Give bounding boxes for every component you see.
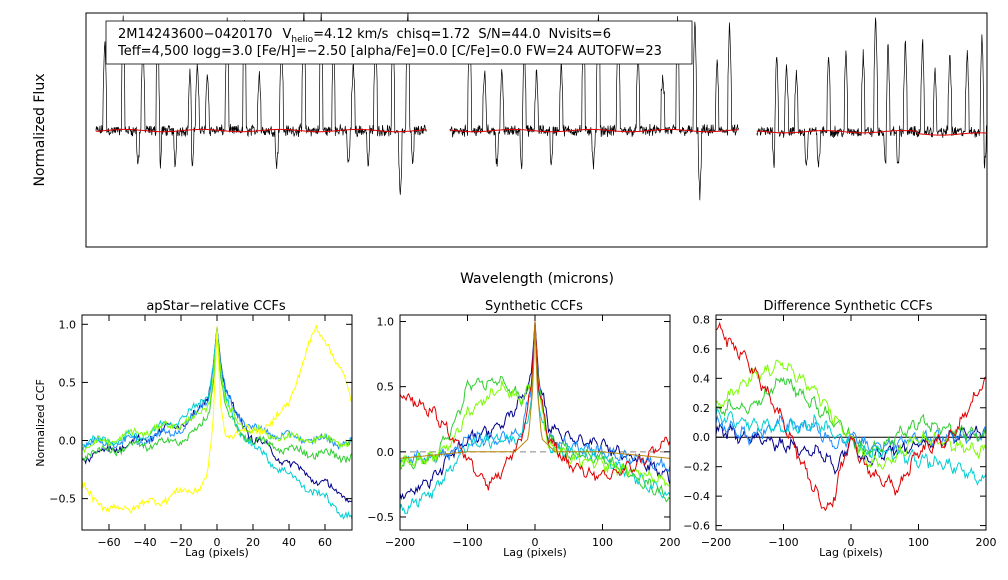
difference-ccf-y-tick-label: 0.2 (693, 402, 711, 415)
spectrum-info-line-1: 2M14243600−0420170 Vhelio=4.12 km/s chisq=… (118, 27, 611, 45)
synthetic-ccf-panel: Synthetic CCFs −200 −100 0 100 200 −0.5 0.0 0.… (367, 299, 680, 559)
difference-ccf-y-tick-label: 0.0 (693, 431, 711, 444)
vhelio-subscript: helio (291, 35, 313, 45)
vhelio-prefix: V (282, 27, 291, 42)
synthetic-ccf-series-visit-3 (400, 323, 670, 514)
nvisits-value: Nvisits=6 (549, 27, 611, 42)
spectrum-info-box (105, 20, 693, 65)
apstar-ccf-x-ticks: −60 −40 −20 0 20 40 60 (97, 315, 332, 549)
spectrum-y-axis-label: Normalized Flux (32, 74, 48, 187)
difference-ccf-series-visit-1 (716, 423, 986, 475)
difference-ccf-series-visit-5 (716, 359, 986, 471)
synthetic-ccf-series-visit-2 (400, 324, 670, 473)
synthetic-ccf-y-tick-label: 0.0 (377, 446, 395, 459)
spectrum-axes-frame (85, 12, 988, 248)
chisq-value: chisq=1.72 (396, 27, 470, 42)
synthetic-ccf-plot-area (400, 321, 670, 514)
model-spectrum-line (95, 128, 987, 136)
vhelio-value: =4.12 km/s (313, 27, 389, 42)
apstar-ccf-y-ticks: −0.5 0.0 0.5 1.0 (49, 318, 352, 506)
difference-ccf-series-visit-6 (716, 321, 986, 512)
apstar-ccf-x-tick-label: 60 (318, 536, 332, 549)
synthetic-ccf-y-ticks: −0.5 0.0 0.5 1.0 (367, 316, 670, 524)
apstar-ccf-x-tick-label: 20 (246, 536, 260, 549)
difference-ccf-x-tick-label: −100 (768, 536, 798, 549)
difference-ccf-x-tick-label: −200 (701, 536, 731, 549)
apstar-ccf-x-tick-label: −20 (169, 536, 192, 549)
synthetic-ccf-x-axis-label: Lag (pixels) (503, 546, 567, 559)
sn-value: S/N=44.0 (478, 27, 540, 42)
difference-ccf-panel: Difference Synthetic CCFs −200 −100 0 100 20… (683, 299, 996, 559)
apstar-ccf-title: apStar−relative CCFs (146, 299, 286, 314)
apstar-ccf-axes-frame (81, 314, 353, 531)
difference-ccf-x-tick-label: 200 (976, 536, 997, 549)
apstar-ccf-x-tick-label: −40 (133, 536, 156, 549)
spectrum-panel: 2M14243600−0420170 Vhelio=4.12 km/s chisq=… (32, 12, 988, 287)
difference-ccf-y-tick-label: −0.2 (683, 461, 710, 474)
apstar-ccf-x-axis-label: Lag (pixels) (185, 546, 249, 559)
apstar-ccf-series-visit-6 (82, 324, 352, 515)
apstar-ccf-y-axis-label: Normalized CCF (34, 379, 47, 467)
apstar-ccf-series-visit-5 (82, 330, 352, 454)
observed-spectrum-line (95, 13, 987, 201)
difference-ccf-x-ticks: −200 −100 0 100 200 (701, 315, 997, 549)
synthetic-ccf-x-ticks: −200 −100 0 100 200 (385, 315, 681, 549)
apstar-ccf-y-tick-label: 0.5 (59, 376, 77, 389)
synthetic-ccf-title: Synthetic CCFs (485, 299, 583, 314)
stellar-parameters-line: Teff=4,500 logg=3.0 [Fe/H]=−2.50 [alpha/… (117, 44, 662, 59)
difference-ccf-series-visit-3 (716, 408, 986, 486)
synthetic-ccf-series-visit-6 (400, 321, 670, 491)
synthetic-ccf-x-tick-label: 100 (592, 536, 613, 549)
synthetic-ccf-x-tick-label: 0 (532, 536, 539, 549)
difference-ccf-y-tick-label: −0.4 (683, 490, 710, 503)
synthetic-ccf-x-tick-label: −100 (452, 536, 482, 549)
difference-ccf-y-tick-label: 0.8 (693, 313, 711, 326)
apstar-ccf-series-visit-3 (82, 327, 352, 520)
difference-ccf-plot-area (716, 321, 986, 512)
synthetic-ccf-axes-frame (399, 314, 671, 531)
difference-ccf-x-tick-label: 0 (848, 536, 855, 549)
apstar-ccf-y-tick-label: 1.0 (59, 318, 77, 331)
spectrum-plot-area (95, 13, 987, 201)
synthetic-ccf-y-tick-label: 0.5 (377, 381, 395, 394)
synthetic-ccf-y-tick-label: 1.0 (377, 316, 395, 329)
synthetic-ccf-series-template (400, 321, 670, 459)
difference-ccf-y-tick-label: 0.4 (693, 372, 711, 385)
apstar-ccf-x-tick-label: 0 (214, 536, 221, 549)
apstar-ccf-x-tick-label: −60 (97, 536, 120, 549)
apstar-ccf-x-tick-label: 40 (282, 536, 296, 549)
synthetic-ccf-series-visit-5 (400, 324, 670, 487)
spectrum-x-axis-label: Wavelength (microns) (460, 271, 614, 287)
apstar-ccf-plot-area (82, 324, 352, 520)
synthetic-ccf-x-tick-label: 200 (660, 536, 681, 549)
synthetic-ccf-series-visit-4 (400, 324, 670, 503)
object-id: 2M14243600−0420170 (118, 27, 272, 42)
apstar-ccf-panel: apStar−relative CCFs −60 −40 −20 0 20 40 60 −0… (34, 299, 353, 559)
apstar-ccf-y-tick-label: 0.0 (59, 435, 77, 448)
apstar-ccf-series-visit-2 (82, 327, 352, 451)
difference-ccf-y-tick-label: −0.6 (683, 520, 710, 533)
difference-ccf-title: Difference Synthetic CCFs (763, 299, 932, 314)
difference-ccf-x-tick-label: 100 (908, 536, 929, 549)
synthetic-ccf-x-tick-label: −200 (385, 536, 415, 549)
difference-ccf-y-tick-label: 0.6 (693, 343, 711, 356)
synthetic-ccf-y-tick-label: −0.5 (367, 511, 394, 524)
apstar-ccf-series-visit-1 (82, 326, 352, 503)
difference-ccf-y-ticks: −0.6 −0.4 −0.2 0.0 0.2 0.4 0.6 0.8 (683, 313, 986, 533)
difference-ccf-x-axis-label: Lag (pixels) (819, 546, 883, 559)
apstar-ccf-y-tick-label: −0.5 (49, 493, 76, 506)
